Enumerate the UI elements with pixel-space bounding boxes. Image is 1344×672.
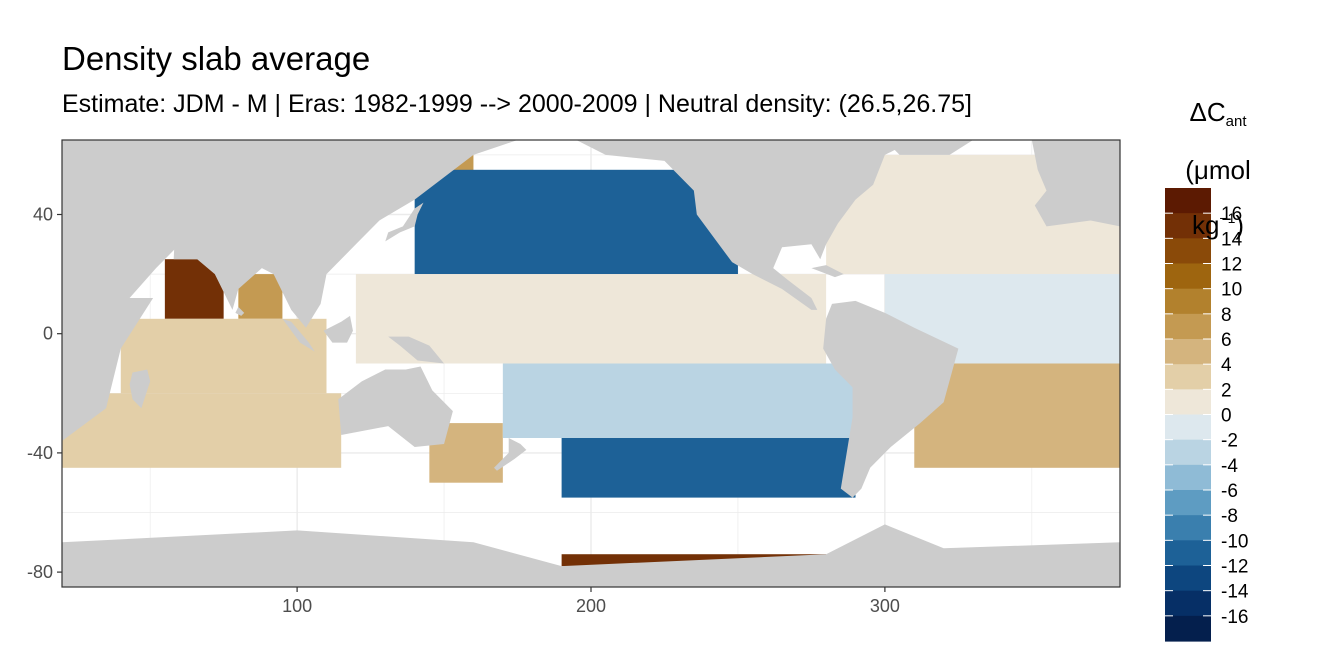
land-masses bbox=[62, 140, 1120, 587]
legend-label: -14 bbox=[1221, 582, 1249, 603]
legend-swatch bbox=[1165, 389, 1211, 416]
land-new-guinea bbox=[388, 336, 445, 364]
legend-unit-suffix: ) bbox=[1235, 210, 1245, 240]
land-sumatra bbox=[282, 318, 315, 352]
legend-swatch bbox=[1165, 188, 1211, 214]
legend-swatch bbox=[1165, 565, 1211, 592]
y-tick-label: 0 bbox=[43, 324, 53, 344]
legend-label: -16 bbox=[1221, 607, 1248, 628]
chart-subtitle: Estimate: JDM - M | Eras: 1982-1999 --> … bbox=[62, 90, 972, 118]
legend-label: 8 bbox=[1221, 305, 1232, 326]
land-madagascar bbox=[129, 369, 151, 409]
legend-unit-sup: −1 bbox=[1219, 210, 1236, 226]
legend-title-sub: ant bbox=[1225, 113, 1247, 130]
heatmap-cell bbox=[561, 438, 856, 498]
x-tick-label: 200 bbox=[576, 596, 606, 616]
heatmap-cell bbox=[561, 554, 827, 567]
y-tick-label: -80 bbox=[27, 562, 53, 582]
land-japan bbox=[385, 202, 424, 242]
legend-label: -8 bbox=[1221, 506, 1238, 527]
legend-swatch bbox=[1165, 339, 1211, 365]
legend-label: 2 bbox=[1221, 380, 1232, 401]
legend-swatch bbox=[1165, 490, 1211, 516]
chart-title: Density slab average bbox=[62, 40, 371, 77]
legend-title: ΔCant (μmol kg−1) bbox=[1158, 88, 1278, 249]
legend-swatch bbox=[1165, 540, 1211, 567]
legend-label: -12 bbox=[1221, 557, 1248, 578]
legend-swatch bbox=[1165, 515, 1211, 541]
legend-label: 14 bbox=[1221, 229, 1243, 250]
heatmap-cell bbox=[62, 393, 342, 468]
legend-label: 16 bbox=[1221, 204, 1242, 225]
legend-swatch bbox=[1165, 464, 1211, 491]
land-north-america bbox=[576, 140, 915, 310]
land-cuba bbox=[811, 265, 844, 278]
legend-label: -2 bbox=[1221, 431, 1238, 452]
legend-swatch bbox=[1165, 313, 1211, 340]
land-india-sri-lanka bbox=[235, 306, 245, 316]
legend-label: -4 bbox=[1221, 456, 1238, 477]
legend-colorbar: 16 14 12 10 8 6 4 2 0 -2 -4 -6 -8 -10 -12 -14 -16 bbox=[1165, 188, 1249, 642]
legend-label: 4 bbox=[1221, 355, 1232, 376]
land-new-zealand bbox=[494, 438, 527, 471]
heatmap-cell bbox=[502, 363, 856, 438]
land-greenland bbox=[884, 140, 974, 155]
legend-swatch bbox=[1165, 213, 1211, 239]
land-europe bbox=[1031, 140, 1120, 227]
legend-swatch bbox=[1165, 238, 1211, 265]
legend-swatch bbox=[1165, 590, 1211, 617]
land-borneo bbox=[323, 315, 353, 343]
heatmap-cell bbox=[414, 169, 738, 275]
land-africa bbox=[62, 140, 180, 441]
legend-swatch bbox=[1165, 364, 1211, 390]
legend-swatch bbox=[1165, 263, 1211, 290]
legend-label: -6 bbox=[1221, 481, 1238, 502]
legend-swatch bbox=[1165, 439, 1211, 466]
legend-label: 10 bbox=[1221, 280, 1242, 301]
heatmap-cell bbox=[355, 274, 827, 364]
land-australia bbox=[338, 366, 453, 447]
plot-panel bbox=[62, 140, 1120, 587]
legend-label: 12 bbox=[1221, 255, 1242, 276]
x-tick-label: 100 bbox=[282, 596, 312, 616]
land-antarctica bbox=[62, 524, 1120, 587]
legend-unit-prefix: (μmol kg bbox=[1185, 155, 1251, 240]
land-uk bbox=[1040, 160, 1056, 182]
y-axis: 40 0 -40 -80 bbox=[27, 205, 62, 582]
y-tick-label: 40 bbox=[33, 205, 53, 225]
land-south-america bbox=[823, 300, 959, 498]
x-axis: 100 200 300 bbox=[282, 587, 900, 616]
y-tick-label: -40 bbox=[27, 443, 53, 463]
land-asia bbox=[173, 140, 518, 328]
legend-swatch bbox=[1165, 414, 1211, 441]
legend-swatch bbox=[1165, 615, 1211, 642]
legend-title-main: ΔC bbox=[1189, 97, 1226, 127]
legend-label: 0 bbox=[1221, 406, 1232, 427]
x-tick-label: 300 bbox=[870, 596, 900, 616]
legend-label: 6 bbox=[1221, 330, 1232, 351]
legend-label: -10 bbox=[1221, 531, 1248, 552]
legend-swatch bbox=[1165, 288, 1211, 315]
